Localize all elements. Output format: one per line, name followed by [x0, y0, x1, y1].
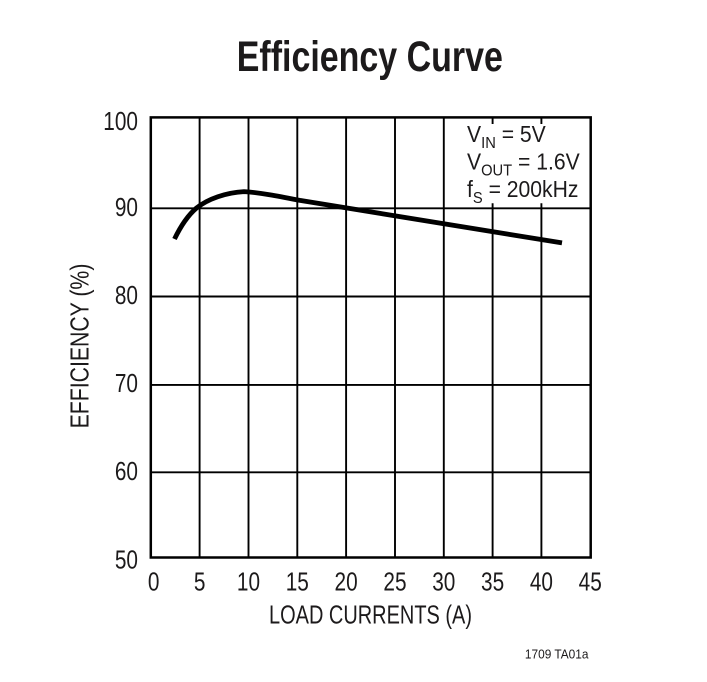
- svg-text:35: 35: [481, 567, 504, 596]
- svg-text:100: 100: [103, 107, 138, 136]
- svg-text:90: 90: [115, 193, 138, 222]
- svg-text:80: 80: [115, 281, 138, 310]
- svg-text:50: 50: [115, 545, 138, 574]
- svg-text:10: 10: [237, 567, 260, 596]
- svg-text:0: 0: [148, 567, 160, 596]
- svg-text:LOAD CURRENTS (A): LOAD CURRENTS (A): [269, 600, 472, 629]
- svg-text:45: 45: [579, 567, 602, 596]
- svg-text:5: 5: [194, 567, 206, 596]
- svg-text:60: 60: [115, 457, 138, 486]
- svg-text:VOUT = 1.6V: VOUT = 1.6V: [467, 149, 580, 180]
- svg-text:40: 40: [530, 567, 553, 596]
- svg-text:fS = 200kHz: fS = 200kHz: [467, 176, 578, 207]
- svg-text:Efficiency Curve: Efficiency Curve: [237, 33, 503, 81]
- svg-text:EFFICIENCY (%): EFFICIENCY (%): [67, 264, 95, 429]
- svg-text:15: 15: [286, 567, 309, 596]
- svg-text:70: 70: [115, 369, 138, 398]
- svg-text:20: 20: [335, 567, 358, 596]
- svg-text:VIN = 5V: VIN = 5V: [467, 121, 546, 152]
- svg-text:25: 25: [383, 567, 406, 596]
- svg-text:30: 30: [432, 567, 455, 596]
- svg-text:1709 TA01a: 1709 TA01a: [525, 647, 589, 661]
